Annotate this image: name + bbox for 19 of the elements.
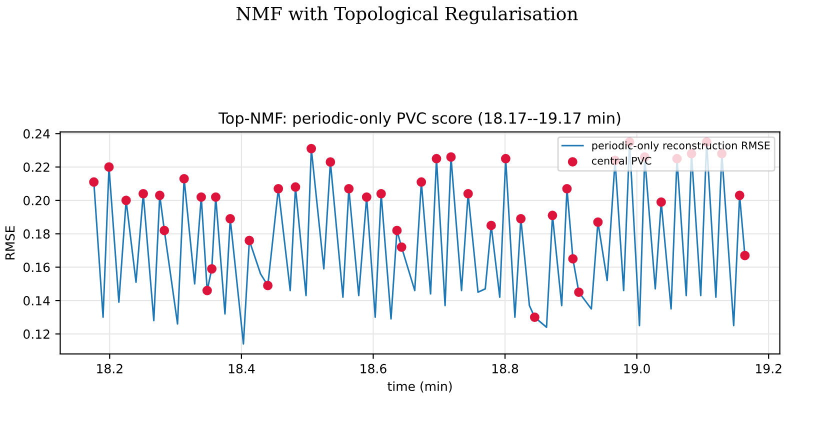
x-axis-title: time (min) [388,381,452,392]
chart-title: Top-NMF: periodic-only PVC score (18.17--19.17 min) [218,112,620,127]
legend-label: periodic-only reconstruction RMSE [592,141,770,152]
y-tick-label: 0.20 [24,196,50,206]
x-tick-label: 18.4 [228,364,255,374]
y-tick-label: 0.16 [24,262,50,272]
x-tick-label: 18.6 [360,364,386,374]
y-axis-title: RMSE [5,226,15,260]
x-tick-label: 19.0 [624,364,650,374]
x-tick-label: 19.2 [756,364,782,374]
x-tick-label: 18.2 [97,364,122,374]
y-tick-label: 0.18 [24,229,50,239]
legend-label: central PVC [592,156,652,165]
y-tick-label: 0.14 [24,296,50,306]
x-tick-label: 18.8 [492,364,518,374]
y-tick-label: 0.12 [24,329,50,339]
y-tick-label: 0.22 [24,162,50,172]
y-tick-label: 0.24 [24,129,50,139]
chart-subtitle: NMF with Topological Regularisation [236,6,578,24]
